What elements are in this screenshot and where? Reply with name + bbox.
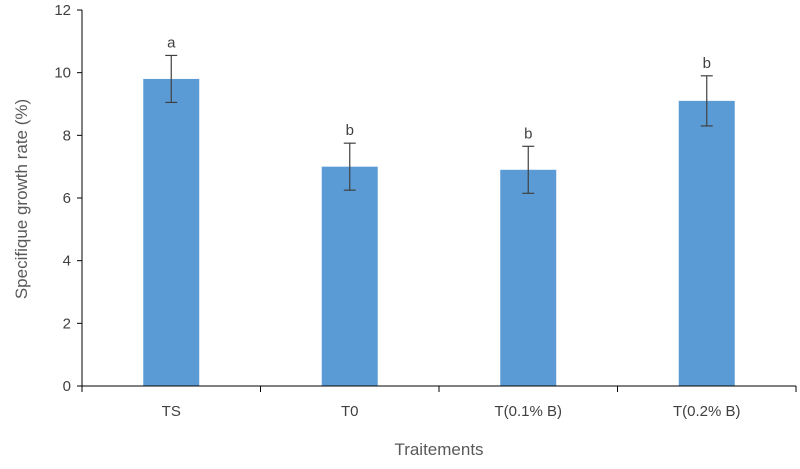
x-tick-label: T(0.2% B)	[673, 403, 741, 420]
significance-label: b	[346, 122, 354, 139]
y-tick-label: 12	[54, 2, 71, 19]
y-tick-label: 4	[63, 253, 71, 270]
x-axis-ticks: TS T0 T(0.1% B) T(0.2% B)	[81, 386, 797, 420]
x-tick-label: T0	[341, 403, 359, 420]
y-tick-label: 6	[63, 190, 71, 207]
y-tick-label: 10	[54, 65, 71, 82]
x-tick-label: TS	[162, 403, 181, 420]
y-tick-label: 0	[63, 378, 71, 395]
bar	[678, 100, 735, 386]
bar	[143, 78, 200, 386]
y-tick-label: 8	[63, 127, 71, 144]
significance-label: b	[703, 55, 711, 72]
x-tick-label: T(0.1% B)	[494, 403, 562, 420]
significance-label: b	[524, 125, 532, 142]
bar	[321, 166, 378, 386]
y-axis-ticks: 0 2 4 6 8 10 12	[54, 2, 82, 395]
bars	[143, 78, 735, 386]
bar	[500, 169, 557, 386]
y-tick-label: 2	[63, 315, 71, 332]
significance-label: a	[167, 34, 176, 51]
error-bars	[165, 54, 713, 194]
significance-labels: a b b b	[167, 34, 711, 142]
y-axis-title: Specifique growth rate (%)	[12, 99, 31, 299]
x-axis-title: Traitements	[394, 440, 483, 459]
